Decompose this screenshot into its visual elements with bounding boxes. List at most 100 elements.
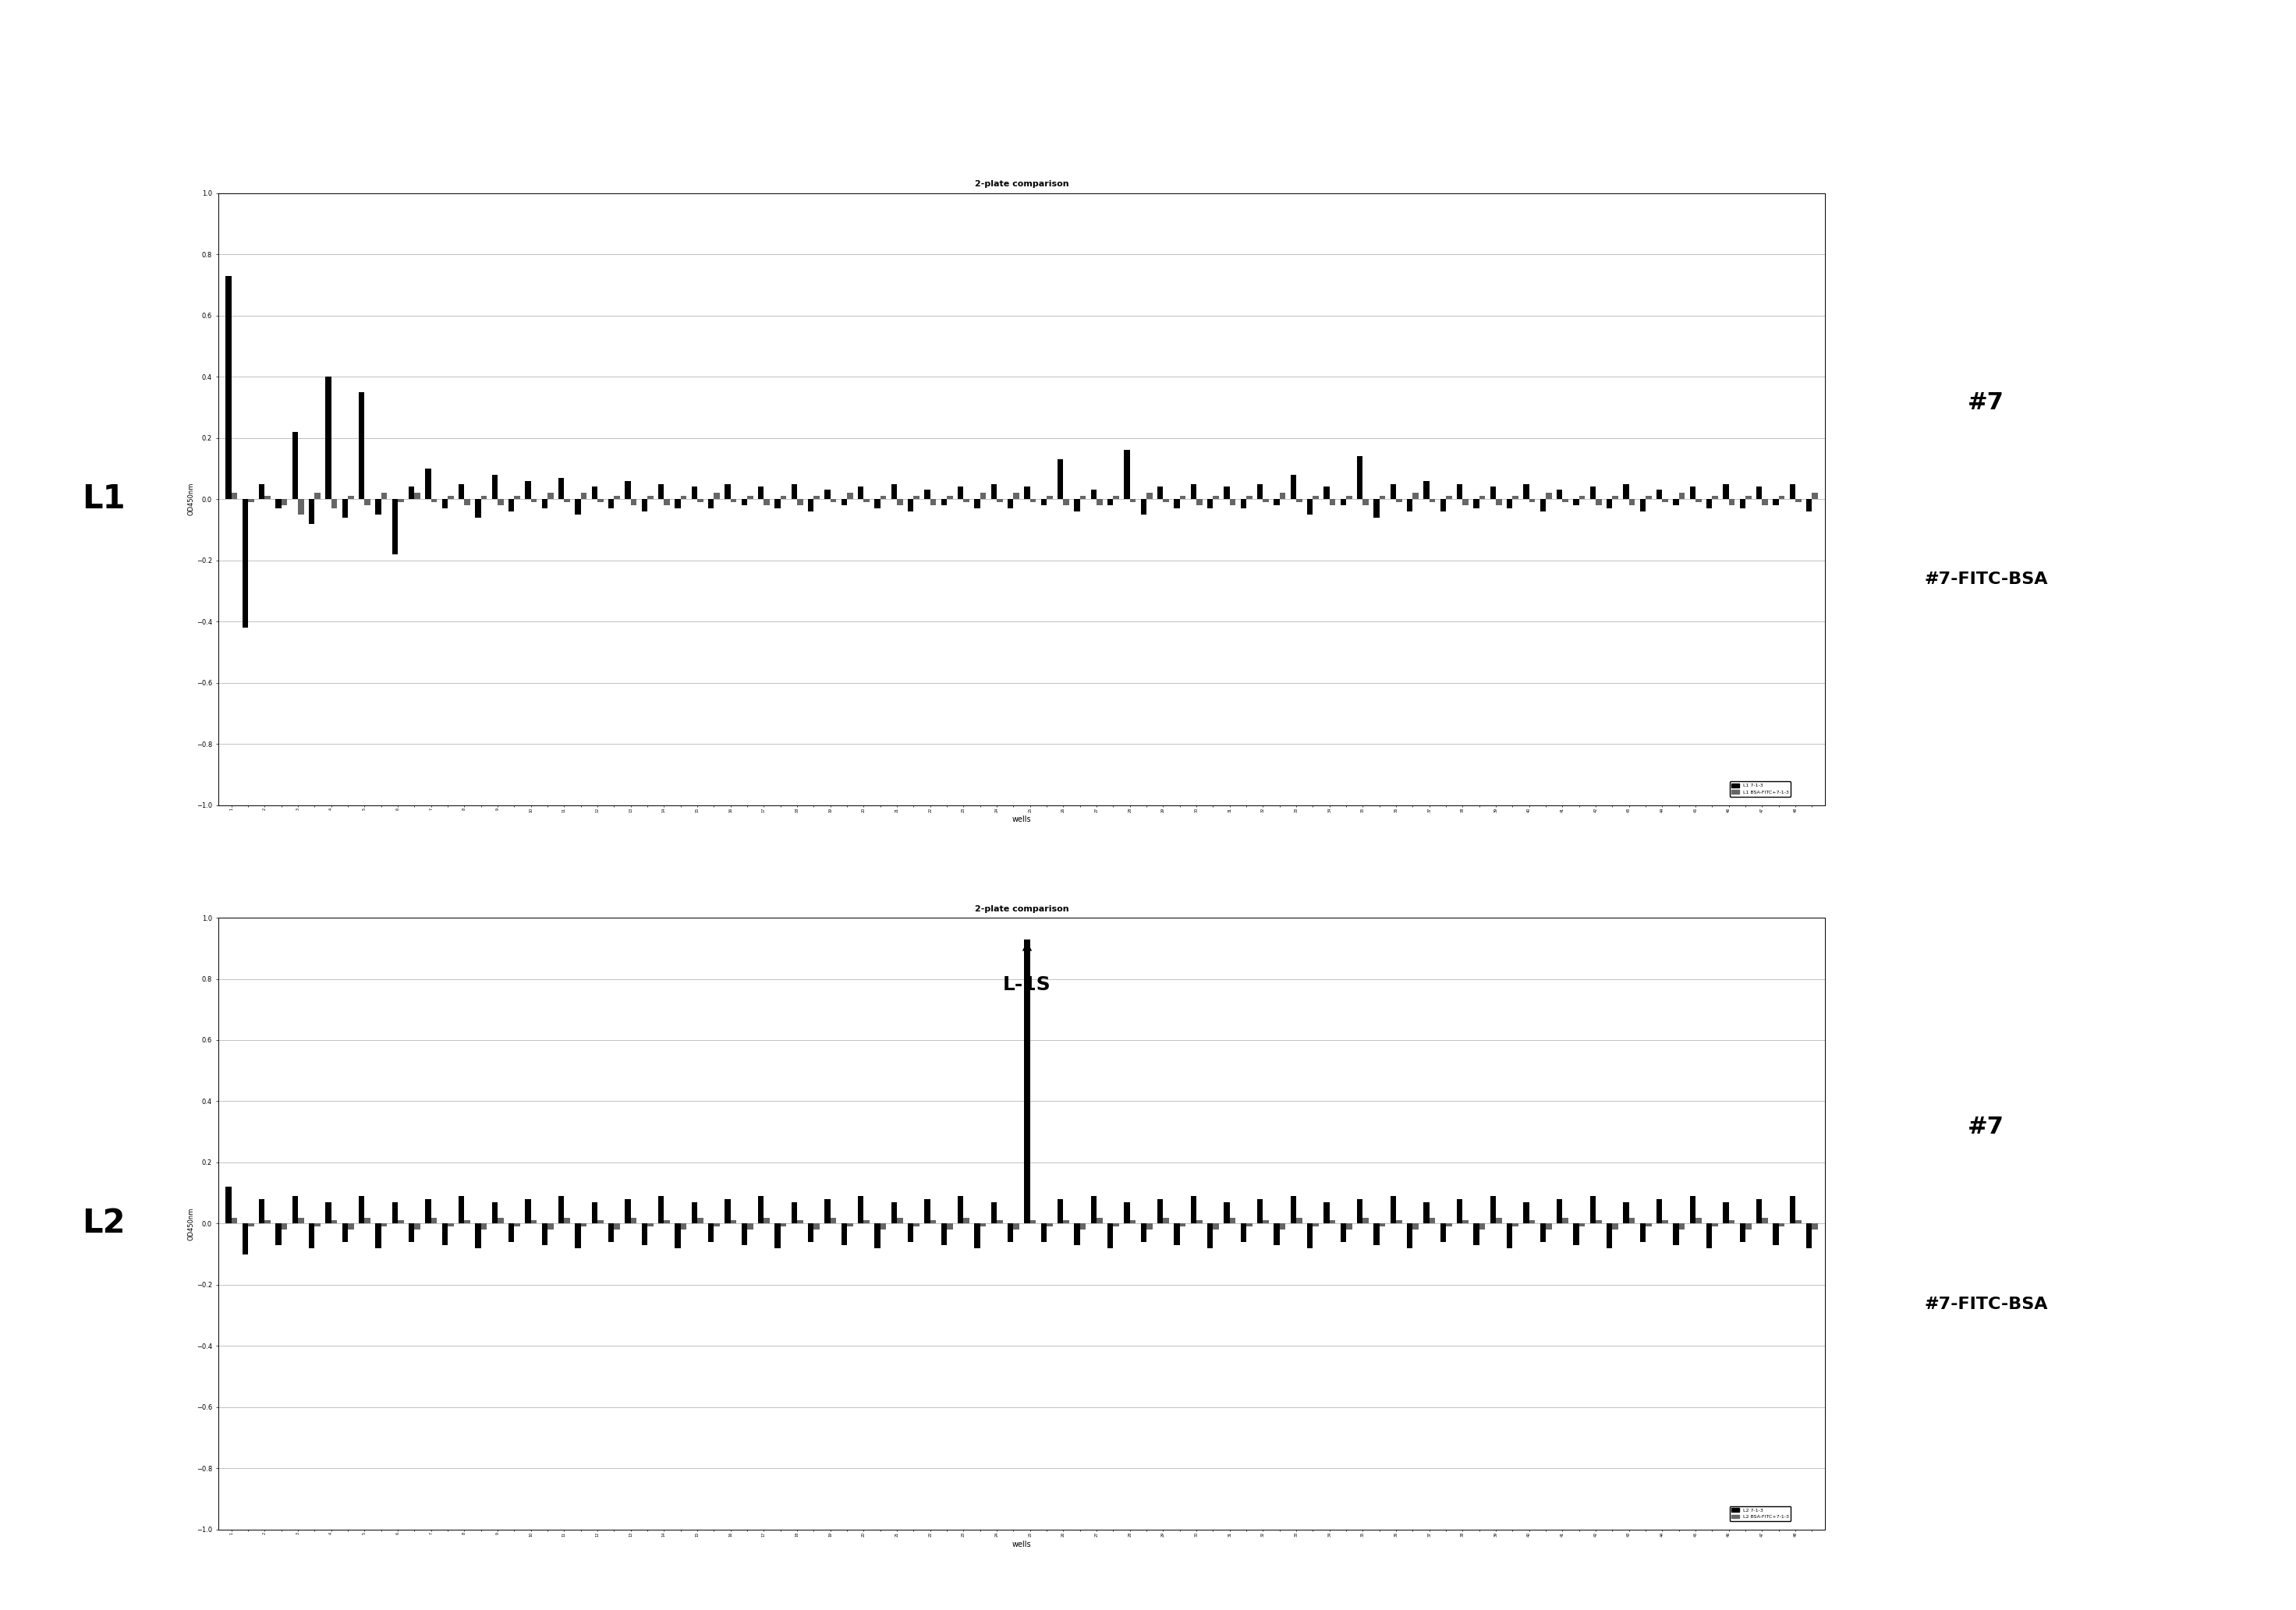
- Bar: [1407, 1224, 1412, 1248]
- Bar: [1258, 1199, 1263, 1224]
- Bar: [1164, 1217, 1169, 1224]
- Bar: [1694, 1217, 1701, 1224]
- Bar: [1463, 1220, 1469, 1224]
- Bar: [1325, 486, 1329, 499]
- Bar: [565, 1217, 569, 1224]
- Bar: [974, 1224, 980, 1248]
- Bar: [592, 486, 597, 499]
- Bar: [292, 1196, 298, 1224]
- Bar: [1456, 1199, 1463, 1224]
- Bar: [1231, 1217, 1235, 1224]
- Bar: [397, 499, 404, 502]
- Bar: [925, 489, 930, 499]
- Bar: [1756, 486, 1761, 499]
- Bar: [1490, 486, 1497, 499]
- Bar: [1745, 1224, 1752, 1230]
- Bar: [1024, 939, 1031, 1224]
- Bar: [1479, 1224, 1486, 1230]
- Bar: [264, 1220, 271, 1224]
- Bar: [558, 478, 565, 499]
- Bar: [1063, 499, 1070, 506]
- Bar: [432, 499, 436, 502]
- Bar: [996, 499, 1003, 502]
- Bar: [875, 1224, 879, 1248]
- Bar: [964, 1217, 969, 1224]
- Text: #7-FITC-BSA: #7-FITC-BSA: [1924, 572, 2048, 588]
- Bar: [425, 1199, 432, 1224]
- Bar: [863, 499, 870, 502]
- Bar: [875, 499, 879, 509]
- Bar: [365, 1217, 370, 1224]
- Bar: [726, 1199, 730, 1224]
- Bar: [1031, 499, 1035, 502]
- Bar: [393, 1203, 397, 1224]
- Bar: [365, 499, 370, 506]
- Bar: [824, 1199, 831, 1224]
- Text: #7: #7: [1968, 1116, 2004, 1138]
- Bar: [507, 499, 514, 512]
- Bar: [1240, 499, 1247, 509]
- Bar: [1779, 496, 1784, 499]
- Bar: [597, 499, 604, 502]
- Bar: [1297, 1217, 1302, 1224]
- Bar: [1196, 1220, 1203, 1224]
- Bar: [581, 1224, 588, 1227]
- Bar: [1047, 1224, 1052, 1227]
- Bar: [1646, 1224, 1651, 1227]
- Bar: [1639, 1224, 1646, 1241]
- Bar: [1180, 1224, 1185, 1227]
- Bar: [1722, 1203, 1729, 1224]
- Bar: [514, 496, 521, 499]
- Bar: [1164, 499, 1169, 502]
- Bar: [742, 1224, 746, 1245]
- Bar: [1341, 499, 1345, 506]
- Bar: [1196, 499, 1203, 506]
- Bar: [1040, 499, 1047, 506]
- Bar: [1224, 486, 1231, 499]
- Bar: [746, 1224, 753, 1230]
- Bar: [863, 1220, 870, 1224]
- Bar: [441, 1224, 448, 1245]
- Bar: [659, 1196, 664, 1224]
- Bar: [374, 499, 381, 515]
- Bar: [1694, 499, 1701, 502]
- Bar: [946, 1224, 953, 1230]
- Bar: [326, 1203, 331, 1224]
- Bar: [1313, 1224, 1318, 1227]
- Bar: [1130, 1220, 1137, 1224]
- Bar: [625, 481, 631, 499]
- Bar: [480, 1224, 487, 1230]
- Bar: [1157, 486, 1164, 499]
- Bar: [957, 486, 964, 499]
- Bar: [1479, 496, 1486, 499]
- Bar: [1208, 499, 1212, 509]
- Bar: [1545, 493, 1552, 499]
- Bar: [1522, 483, 1529, 499]
- Bar: [1529, 1220, 1536, 1224]
- Legend: L2 7-1-3, L2 BSA-FITC+7-1-3: L2 7-1-3, L2 BSA-FITC+7-1-3: [1729, 1505, 1791, 1521]
- Bar: [264, 496, 271, 499]
- Bar: [349, 496, 354, 499]
- Bar: [597, 1220, 604, 1224]
- Bar: [1545, 1224, 1552, 1230]
- Bar: [1628, 499, 1635, 506]
- Bar: [1357, 1199, 1364, 1224]
- Bar: [565, 499, 569, 502]
- Bar: [675, 1224, 680, 1248]
- Bar: [914, 496, 918, 499]
- Y-axis label: OD450nm: OD450nm: [188, 1208, 195, 1240]
- Bar: [491, 475, 498, 499]
- Bar: [1795, 1220, 1800, 1224]
- Bar: [1713, 1224, 1717, 1227]
- Bar: [1522, 1203, 1529, 1224]
- Bar: [530, 1220, 537, 1224]
- Bar: [1258, 483, 1263, 499]
- Bar: [1807, 499, 1812, 512]
- Bar: [781, 496, 785, 499]
- Bar: [1740, 499, 1745, 509]
- Bar: [1212, 496, 1219, 499]
- Bar: [707, 1224, 714, 1241]
- Bar: [1662, 1220, 1669, 1224]
- Bar: [879, 1224, 886, 1230]
- Bar: [232, 493, 236, 499]
